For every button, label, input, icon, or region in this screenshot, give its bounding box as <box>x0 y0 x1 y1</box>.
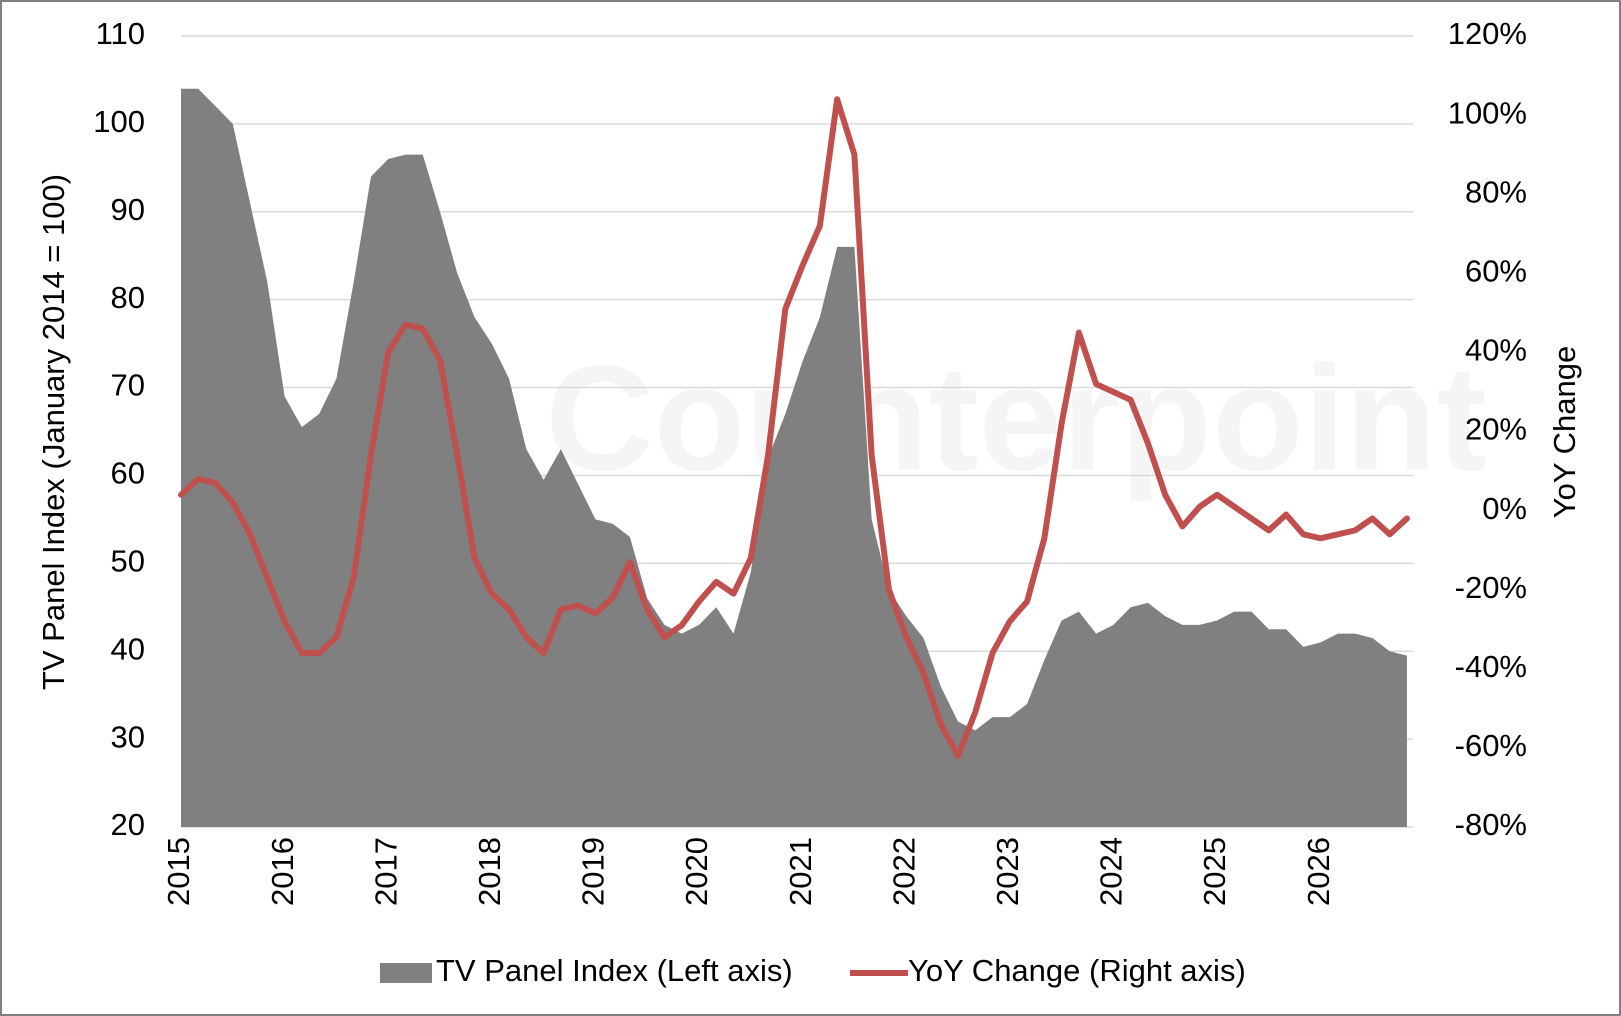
y2-tick-label: 100% <box>1448 95 1527 130</box>
x-tick-label: 2015 <box>161 837 196 906</box>
y2-tick-label: 80% <box>1465 174 1527 209</box>
y-tick-label: 20 <box>111 807 145 842</box>
y2-tick-label: 120% <box>1448 16 1527 51</box>
y-tick-label: 90 <box>111 192 145 227</box>
y-tick-label: 30 <box>111 719 145 754</box>
y-tick-label: 50 <box>111 544 145 579</box>
legend-label: YoY Change (Right axis) <box>908 953 1246 988</box>
x-tick-label: 2017 <box>368 837 403 906</box>
x-tick-label: 2026 <box>1301 837 1336 906</box>
x-tick-label: 2016 <box>265 837 300 906</box>
y-axis-label: TV Panel Index (January 2014 = 100) <box>36 174 71 690</box>
legend-label: TV Panel Index (Left axis) <box>436 953 793 988</box>
y2-tick-label: 20% <box>1465 412 1527 447</box>
y2-tick-label: -60% <box>1455 728 1527 763</box>
line <box>178 96 1410 759</box>
x-tick-label: 2020 <box>679 837 714 906</box>
x-tick-label: 2019 <box>576 837 611 906</box>
y2-tick-label: -80% <box>1455 807 1527 842</box>
legend-swatch <box>380 963 432 983</box>
y-tick-label: 80 <box>111 280 145 315</box>
x-tick-label: 2022 <box>886 837 921 906</box>
y-tick-label: 40 <box>111 631 145 666</box>
x-tick-label: 2025 <box>1197 837 1232 906</box>
y2-tick-label: 40% <box>1465 333 1527 368</box>
x-tick-label: 2021 <box>783 837 818 906</box>
y2-tick-label: 0% <box>1482 491 1527 526</box>
y2-tick-label: 60% <box>1465 253 1527 288</box>
x-tick-label: 2018 <box>472 837 507 906</box>
y2-tick-label: -40% <box>1455 649 1527 684</box>
area <box>181 88 1407 827</box>
y-tick-label: 70 <box>111 368 145 403</box>
x-tick-label: 2023 <box>990 837 1025 906</box>
y-tick-label: 60 <box>111 456 145 491</box>
y2-tick-label: -20% <box>1455 570 1527 605</box>
y-tick-label: 110 <box>96 16 145 51</box>
y-tick-label: 100 <box>93 104 145 139</box>
x-tick-label: 2024 <box>1094 837 1129 906</box>
y2-axis-label: YoY Change <box>1547 346 1582 518</box>
